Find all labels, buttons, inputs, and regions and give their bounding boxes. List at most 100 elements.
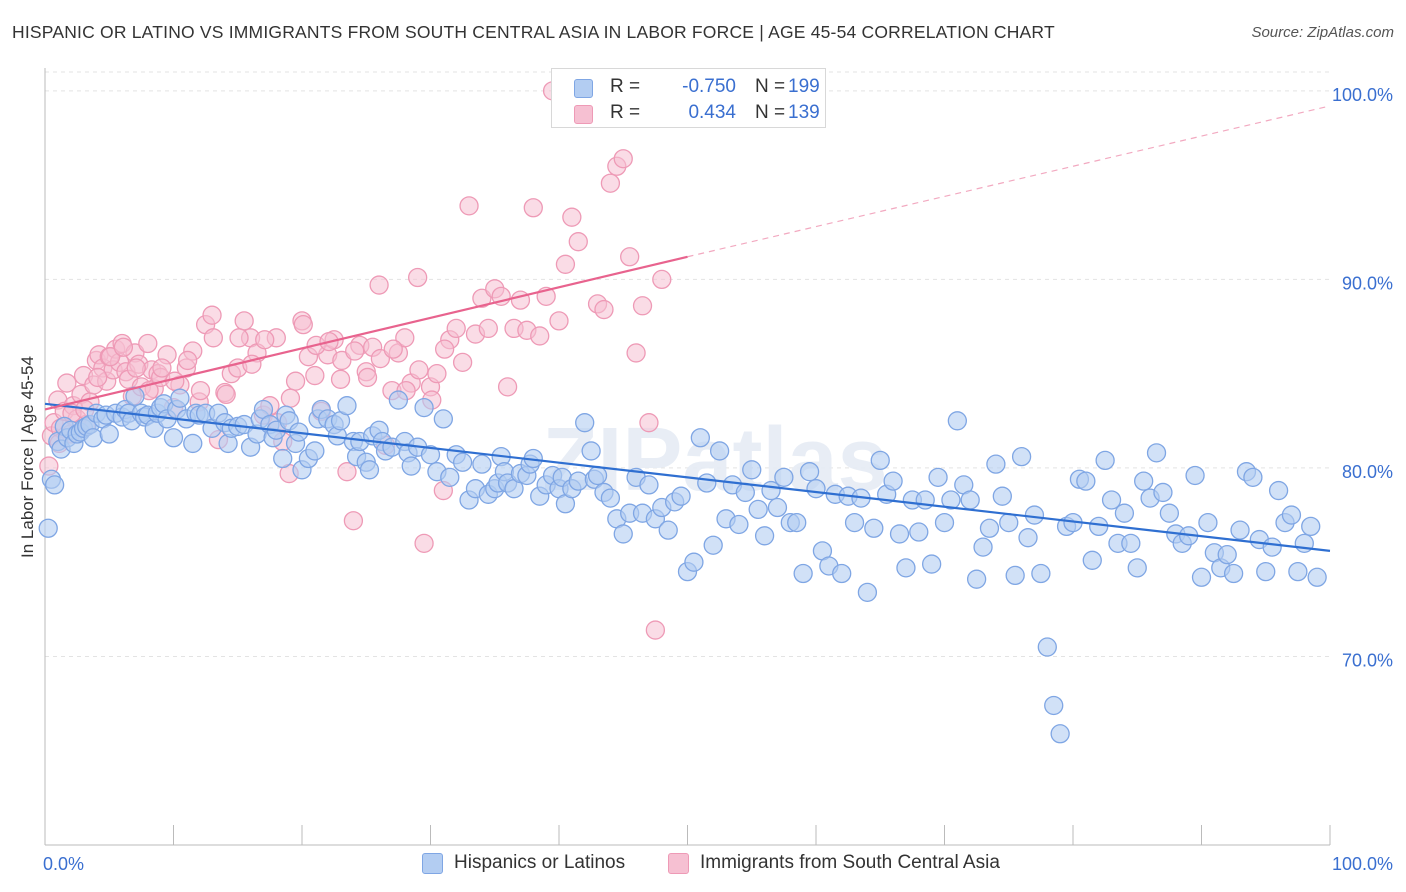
data-point bbox=[562, 207, 582, 227]
data-point bbox=[639, 475, 659, 495]
data-point bbox=[234, 311, 254, 331]
data-point bbox=[754, 526, 775, 546]
data-point bbox=[305, 441, 325, 461]
data-point bbox=[992, 486, 1012, 506]
r-label: R = bbox=[610, 102, 641, 123]
data-point bbox=[735, 482, 755, 503]
data-point bbox=[774, 467, 794, 488]
trend-line-pink bbox=[44, 255, 688, 411]
chart-title: HISPANIC OR LATINO VS IMMIGRANTS FROM SO… bbox=[12, 22, 1055, 42]
data-point bbox=[870, 450, 890, 471]
data-point bbox=[345, 341, 365, 361]
y-tick-label: 70.0% bbox=[1342, 650, 1393, 670]
data-point bbox=[703, 535, 723, 555]
data-point bbox=[947, 411, 967, 431]
data-point bbox=[216, 384, 236, 405]
data-point bbox=[343, 511, 364, 531]
data-point bbox=[568, 232, 588, 252]
data-point bbox=[600, 173, 621, 193]
source-label: Source: ZipAtlas.com bbox=[1251, 24, 1394, 41]
data-point bbox=[1024, 505, 1045, 525]
data-point bbox=[941, 490, 961, 510]
data-point bbox=[1114, 503, 1135, 523]
data-point bbox=[170, 388, 190, 408]
data-point bbox=[568, 471, 588, 491]
data-point bbox=[922, 554, 942, 574]
data-point bbox=[99, 424, 119, 444]
x-tick-label: 100.0% bbox=[1332, 854, 1393, 874]
data-point bbox=[280, 388, 301, 408]
data-point bbox=[1050, 724, 1070, 744]
data-point bbox=[729, 514, 749, 535]
data-point bbox=[555, 254, 576, 274]
data-point bbox=[960, 490, 980, 510]
y-tick-label: 100.0% bbox=[1332, 85, 1393, 105]
data-point bbox=[434, 339, 455, 359]
trend-line-blue bbox=[44, 402, 1331, 552]
data-point bbox=[742, 460, 762, 480]
data-point bbox=[478, 318, 498, 339]
data-point bbox=[332, 350, 352, 371]
data-point bbox=[414, 397, 434, 418]
data-point bbox=[684, 552, 704, 572]
stats-legend: R = -0.750 N = 199 R = 0.434 N = 139 bbox=[551, 68, 826, 128]
data-point bbox=[459, 196, 479, 216]
data-point bbox=[330, 369, 351, 389]
data-point bbox=[613, 524, 633, 544]
data-point bbox=[832, 563, 852, 584]
data-point bbox=[844, 512, 865, 533]
data-point bbox=[1217, 545, 1237, 565]
data-point bbox=[1134, 471, 1154, 491]
data-point bbox=[1230, 520, 1250, 540]
data-point bbox=[472, 454, 492, 474]
data-point bbox=[472, 288, 492, 308]
data-point bbox=[409, 360, 429, 380]
data-point bbox=[1127, 558, 1147, 578]
data-point bbox=[1281, 505, 1302, 525]
data-point bbox=[452, 352, 473, 372]
data-point bbox=[1185, 465, 1205, 486]
data-point bbox=[1044, 695, 1064, 716]
data-point bbox=[999, 512, 1019, 533]
data-point bbox=[909, 522, 929, 542]
blue-swatch bbox=[422, 853, 443, 874]
data-point bbox=[697, 473, 717, 493]
data-point bbox=[709, 441, 730, 461]
data-point bbox=[632, 296, 653, 316]
data-point bbox=[1037, 637, 1057, 657]
data-point bbox=[38, 518, 58, 538]
data-point bbox=[658, 520, 678, 540]
data-point bbox=[690, 428, 710, 448]
tick-labels: 70.0% 80.0% 90.0% 100.0% 0.0% 100.0% bbox=[43, 85, 1393, 874]
r-label: R = bbox=[610, 76, 641, 97]
data-point bbox=[452, 452, 473, 472]
data-point bbox=[427, 364, 447, 384]
n-label: N = bbox=[755, 102, 786, 123]
data-point bbox=[626, 343, 646, 363]
data-point bbox=[979, 518, 1000, 538]
pink-swatch bbox=[574, 105, 593, 124]
data-point bbox=[440, 467, 460, 488]
data-point bbox=[1082, 550, 1102, 570]
data-point bbox=[370, 348, 391, 369]
axes bbox=[44, 68, 1331, 846]
data-point bbox=[883, 471, 903, 491]
data-point bbox=[407, 267, 428, 288]
series-immigrants-south-central-asia bbox=[39, 81, 672, 640]
data-point bbox=[767, 497, 788, 518]
data-point bbox=[57, 373, 77, 393]
data-point bbox=[446, 318, 466, 339]
data-point bbox=[203, 328, 223, 348]
data-point bbox=[639, 413, 659, 433]
data-point bbox=[414, 533, 434, 553]
data-point bbox=[1153, 482, 1173, 503]
data-point bbox=[337, 396, 357, 416]
data-point bbox=[337, 462, 357, 482]
data-point bbox=[1121, 533, 1141, 553]
legend-label: Hispanics or Latinos bbox=[454, 852, 626, 873]
data-point bbox=[510, 290, 531, 310]
data-point bbox=[1262, 537, 1282, 557]
data-point bbox=[1159, 503, 1180, 523]
data-point bbox=[1243, 467, 1263, 488]
